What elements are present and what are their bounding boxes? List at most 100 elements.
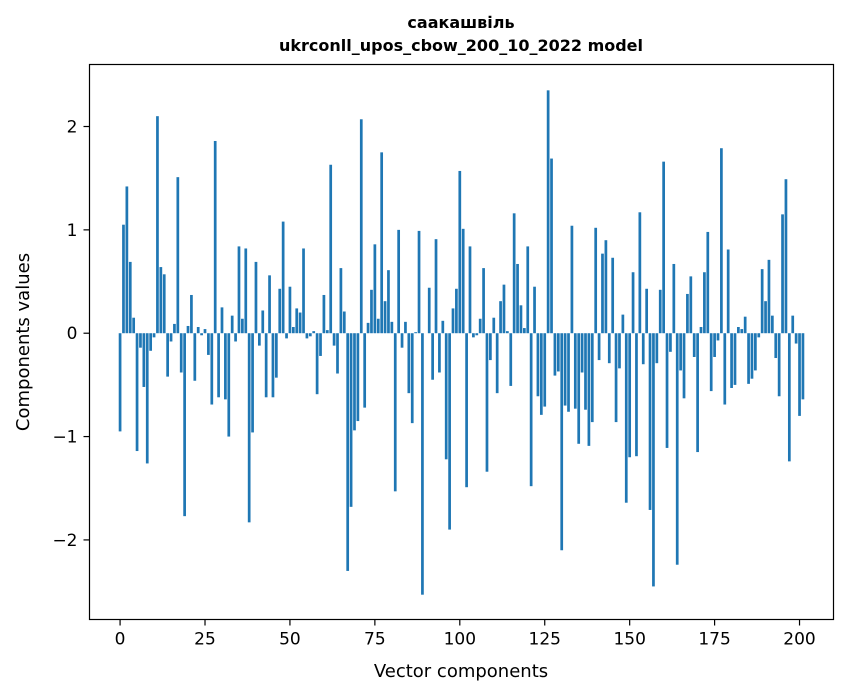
bar bbox=[764, 301, 767, 334]
bar bbox=[173, 323, 176, 334]
bar bbox=[560, 333, 564, 551]
bar bbox=[342, 311, 346, 334]
bar bbox=[801, 333, 805, 400]
bar bbox=[315, 333, 319, 395]
bar bbox=[781, 214, 784, 334]
bar bbox=[234, 333, 237, 342]
bar bbox=[506, 331, 509, 334]
bar bbox=[149, 333, 153, 351]
bar bbox=[662, 161, 665, 334]
bar bbox=[604, 240, 608, 334]
bar bbox=[682, 333, 686, 399]
bar bbox=[770, 315, 774, 334]
x-tick-label: 50 bbox=[279, 630, 301, 650]
bar bbox=[128, 261, 132, 334]
bar bbox=[522, 328, 526, 334]
bar bbox=[346, 333, 350, 571]
bar bbox=[686, 293, 689, 334]
bar bbox=[475, 333, 479, 336]
bar bbox=[726, 249, 730, 334]
y-tick-label: −1 bbox=[52, 428, 77, 448]
bar bbox=[754, 333, 757, 371]
bar bbox=[387, 270, 390, 334]
bar bbox=[573, 333, 577, 409]
bar bbox=[641, 333, 645, 365]
bar bbox=[658, 289, 662, 334]
bar bbox=[302, 248, 305, 334]
bar bbox=[448, 333, 451, 530]
bar bbox=[468, 246, 472, 334]
bar bbox=[203, 329, 207, 334]
bar bbox=[502, 284, 506, 334]
bar bbox=[410, 333, 414, 424]
plot-frame bbox=[88, 63, 835, 621]
y-tick-label: 2 bbox=[67, 118, 78, 138]
bar bbox=[478, 318, 482, 334]
bar bbox=[713, 333, 716, 357]
bar bbox=[434, 239, 438, 334]
bar bbox=[533, 286, 536, 334]
bar bbox=[597, 333, 601, 361]
bar bbox=[370, 289, 373, 334]
bar bbox=[380, 152, 384, 334]
bar bbox=[461, 228, 465, 334]
bar bbox=[366, 322, 370, 334]
bar bbox=[237, 246, 241, 334]
bar bbox=[210, 333, 214, 405]
bar bbox=[400, 333, 404, 348]
bar bbox=[404, 321, 407, 334]
bar bbox=[648, 333, 652, 510]
bar bbox=[325, 330, 329, 334]
bar bbox=[556, 333, 560, 372]
bar bbox=[162, 274, 166, 334]
bar bbox=[584, 333, 587, 410]
bar bbox=[635, 333, 638, 457]
bar bbox=[509, 333, 513, 386]
bar bbox=[543, 333, 547, 407]
bar bbox=[669, 333, 672, 352]
bar bbox=[539, 333, 543, 415]
bar bbox=[743, 316, 747, 334]
bar bbox=[176, 177, 180, 334]
bar bbox=[512, 213, 516, 334]
bar bbox=[414, 332, 417, 334]
bar bbox=[271, 333, 275, 398]
bar bbox=[638, 212, 642, 334]
bar bbox=[336, 333, 339, 374]
bar bbox=[611, 257, 615, 334]
bar bbox=[393, 333, 397, 492]
bar bbox=[251, 333, 254, 433]
bar bbox=[322, 294, 326, 334]
bar bbox=[244, 248, 248, 334]
y-tick-label: 1 bbox=[67, 221, 78, 241]
bar bbox=[224, 333, 227, 400]
bar bbox=[587, 333, 591, 446]
bar bbox=[465, 333, 468, 488]
bar bbox=[308, 333, 312, 337]
bar bbox=[747, 333, 750, 384]
bar bbox=[760, 269, 764, 334]
bar bbox=[274, 333, 278, 378]
bar bbox=[139, 333, 142, 348]
bar bbox=[122, 224, 125, 334]
bar bbox=[529, 333, 533, 487]
bar bbox=[196, 327, 200, 334]
bar bbox=[794, 333, 798, 344]
bars-group bbox=[118, 90, 805, 595]
bar bbox=[431, 333, 434, 380]
bar bbox=[373, 244, 377, 334]
bar bbox=[159, 267, 163, 334]
bar bbox=[458, 170, 462, 334]
x-tick-label: 0 bbox=[115, 630, 126, 650]
bar bbox=[241, 318, 244, 334]
bar bbox=[363, 333, 367, 408]
bar bbox=[624, 333, 628, 503]
bar bbox=[757, 333, 761, 338]
bar bbox=[305, 333, 309, 339]
bar bbox=[590, 333, 594, 423]
bar bbox=[516, 263, 519, 334]
bar bbox=[495, 333, 499, 394]
bar bbox=[720, 148, 723, 334]
bar bbox=[519, 305, 523, 334]
bar bbox=[482, 268, 485, 334]
